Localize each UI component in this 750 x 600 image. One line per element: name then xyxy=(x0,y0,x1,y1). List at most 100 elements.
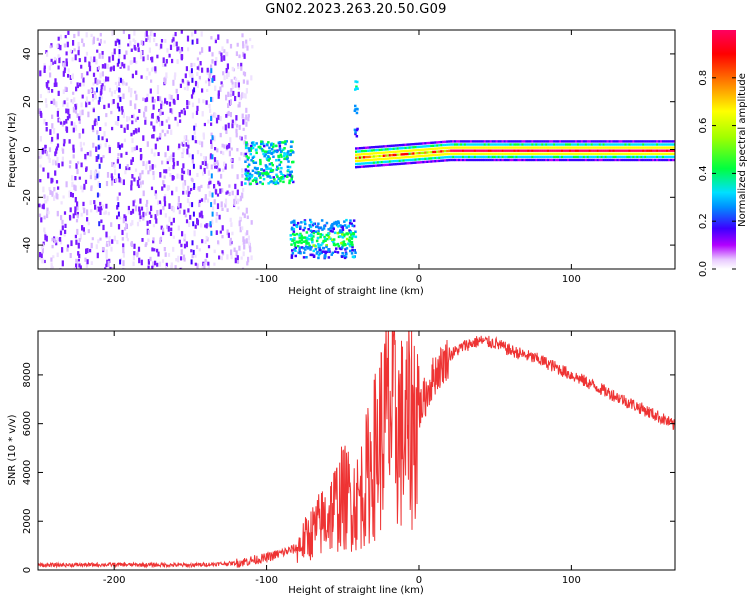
noise-cell xyxy=(39,164,42,168)
noise-cell xyxy=(127,65,130,71)
noise-cell xyxy=(234,96,237,102)
noise-cell xyxy=(107,103,110,108)
noise-cell xyxy=(96,130,99,135)
noise-cell xyxy=(66,244,70,248)
segment1-cell xyxy=(279,179,282,183)
segment3-cell xyxy=(386,157,389,160)
segment3-cell xyxy=(652,155,655,159)
segment3-cell xyxy=(578,146,581,149)
segment3-cell xyxy=(634,146,637,149)
noise-cell xyxy=(150,214,153,218)
segment3-cell xyxy=(618,152,621,155)
bottom-ytick-label: 0 xyxy=(22,567,33,573)
segment3-cell xyxy=(626,158,629,162)
segment1-cell xyxy=(271,169,275,172)
segment3-cell xyxy=(557,140,560,143)
segment3-cell xyxy=(503,149,506,152)
noise-cell xyxy=(78,116,81,121)
noise-cell xyxy=(163,184,166,188)
segment3-cell xyxy=(630,146,633,149)
segment3-cell xyxy=(495,146,498,149)
streak-cell xyxy=(192,163,195,169)
noise-cell xyxy=(210,64,213,70)
noise-cell xyxy=(87,111,90,118)
segment2-cell xyxy=(351,224,354,227)
noise-cell xyxy=(118,192,121,196)
segment3-cell xyxy=(432,147,435,151)
segment3-cell xyxy=(584,140,587,143)
segment3-cell xyxy=(592,149,595,152)
noise-cell xyxy=(91,97,94,102)
segment3-cell xyxy=(452,152,455,155)
segment3-cell xyxy=(432,157,435,160)
segment3-cell xyxy=(612,140,615,143)
noise-cell xyxy=(132,38,135,42)
segment3-cell xyxy=(650,146,653,149)
noise-cell xyxy=(201,239,204,244)
segment3-cell xyxy=(404,152,407,156)
noise-cell xyxy=(101,83,104,87)
noise-cell xyxy=(236,174,239,180)
noise-cell xyxy=(183,233,187,240)
segment3-cell xyxy=(414,142,417,146)
noise-cell xyxy=(42,241,45,246)
noise-cell xyxy=(84,56,87,63)
noise-cell xyxy=(170,262,173,269)
segment3-cell xyxy=(592,158,595,162)
segment3-cell xyxy=(632,143,635,146)
noise-cell xyxy=(199,61,202,66)
noise-cell xyxy=(72,106,75,113)
noise-cell xyxy=(200,198,204,202)
noise-cell xyxy=(111,126,114,131)
noise-cell xyxy=(80,73,84,79)
segment3-cell xyxy=(444,146,447,150)
noise-cell xyxy=(190,94,194,99)
segment3-cell xyxy=(535,140,538,143)
segment1-cell xyxy=(256,167,259,171)
noise-cell xyxy=(81,186,84,193)
noise-cell xyxy=(90,170,93,176)
segment3-cell xyxy=(572,146,576,149)
segment3-cell xyxy=(505,143,508,146)
noise-cell xyxy=(74,176,77,181)
noise-cell xyxy=(93,56,96,63)
segment3-cell xyxy=(604,152,607,155)
noise-cell xyxy=(220,150,223,154)
noise-cell xyxy=(234,81,237,88)
segment3-cell xyxy=(505,155,508,159)
segment3-cell xyxy=(408,149,411,152)
noise-cell xyxy=(82,128,85,134)
streak-cell xyxy=(192,211,195,217)
segment1-cell xyxy=(268,151,272,154)
segment3-cell xyxy=(382,163,385,167)
segment3-cell xyxy=(672,152,675,155)
segment3-cell xyxy=(454,143,457,146)
segment3-cell xyxy=(565,143,568,146)
noise-cell xyxy=(236,189,239,196)
noise-cell xyxy=(182,109,185,115)
segment3-cell xyxy=(658,158,661,162)
segment3-cell xyxy=(666,149,669,152)
noise-cell xyxy=(122,112,125,119)
segment3-cell xyxy=(471,155,475,159)
segment1-cell xyxy=(283,140,287,143)
segment3-cell xyxy=(517,155,520,159)
segment3-cell xyxy=(364,146,368,149)
segment3-cell xyxy=(418,158,421,161)
noise-cell xyxy=(61,156,64,161)
segment3-cell xyxy=(557,146,560,149)
noise-cell xyxy=(43,65,46,69)
segment2-cell xyxy=(293,221,296,225)
noise-cell xyxy=(180,249,183,255)
noise-cell xyxy=(111,52,114,58)
segment3-cell xyxy=(426,141,429,145)
segment3-cell xyxy=(574,158,578,162)
noise-cell xyxy=(43,118,46,125)
top-xtick-label: -200 xyxy=(103,274,126,285)
noise-cell xyxy=(220,201,223,208)
spike-cell xyxy=(356,108,359,111)
noise-cell xyxy=(160,100,163,104)
noise-cell xyxy=(51,237,54,242)
